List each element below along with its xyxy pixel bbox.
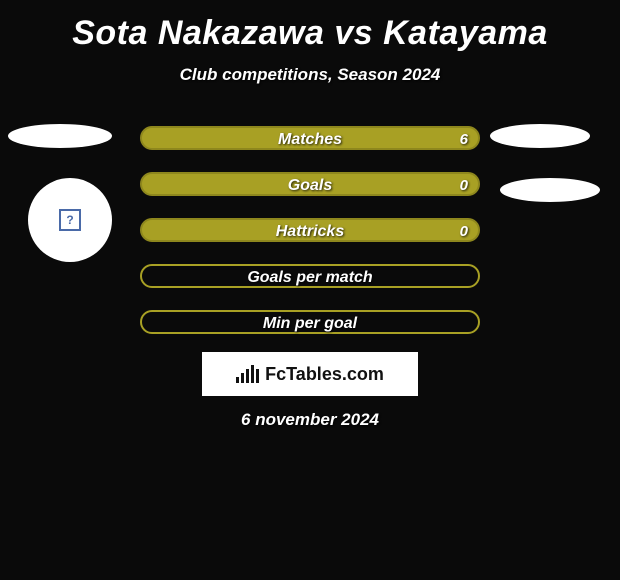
logo-bar: [241, 373, 244, 383]
stat-row: Min per goal: [140, 310, 480, 334]
player2-badge-ellipse-1: [490, 124, 590, 148]
stat-value-right: 0: [460, 174, 468, 198]
logo-bar: [251, 365, 254, 383]
player2-badge-ellipse-2: [500, 178, 600, 202]
stat-value-right: 6: [460, 128, 468, 152]
player2-name: Katayama: [383, 14, 548, 52]
stat-label: Min per goal: [142, 312, 478, 336]
stat-label: Matches: [142, 128, 478, 152]
logo-bar: [246, 369, 249, 383]
logo-bars-icon: [236, 365, 259, 383]
avatar-placeholder-icon: ?: [59, 209, 81, 231]
stat-label: Hattricks: [142, 220, 478, 244]
stat-row: Matches6: [140, 126, 480, 150]
stats-container: Matches6Goals0Hattricks0Goals per matchM…: [140, 126, 480, 356]
player1-avatar: ?: [28, 178, 112, 262]
fctables-logo: FcTables.com: [202, 352, 418, 396]
logo-bar: [236, 377, 239, 383]
vs-text: vs: [334, 14, 373, 52]
stat-label: Goals per match: [142, 266, 478, 290]
stat-row: Goals0: [140, 172, 480, 196]
player1-badge-ellipse: [8, 124, 112, 148]
logo-bar: [256, 369, 259, 383]
date-text: 6 november 2024: [0, 410, 620, 430]
page-title: Sota Nakazawa vs Katayama: [0, 0, 620, 53]
player1-name: Sota Nakazawa: [72, 14, 324, 52]
stat-row: Goals per match: [140, 264, 480, 288]
stat-label: Goals: [142, 174, 478, 198]
stat-row: Hattricks0: [140, 218, 480, 242]
logo-text: FcTables.com: [265, 364, 384, 385]
stat-value-right: 0: [460, 220, 468, 244]
subtitle: Club competitions, Season 2024: [0, 65, 620, 85]
